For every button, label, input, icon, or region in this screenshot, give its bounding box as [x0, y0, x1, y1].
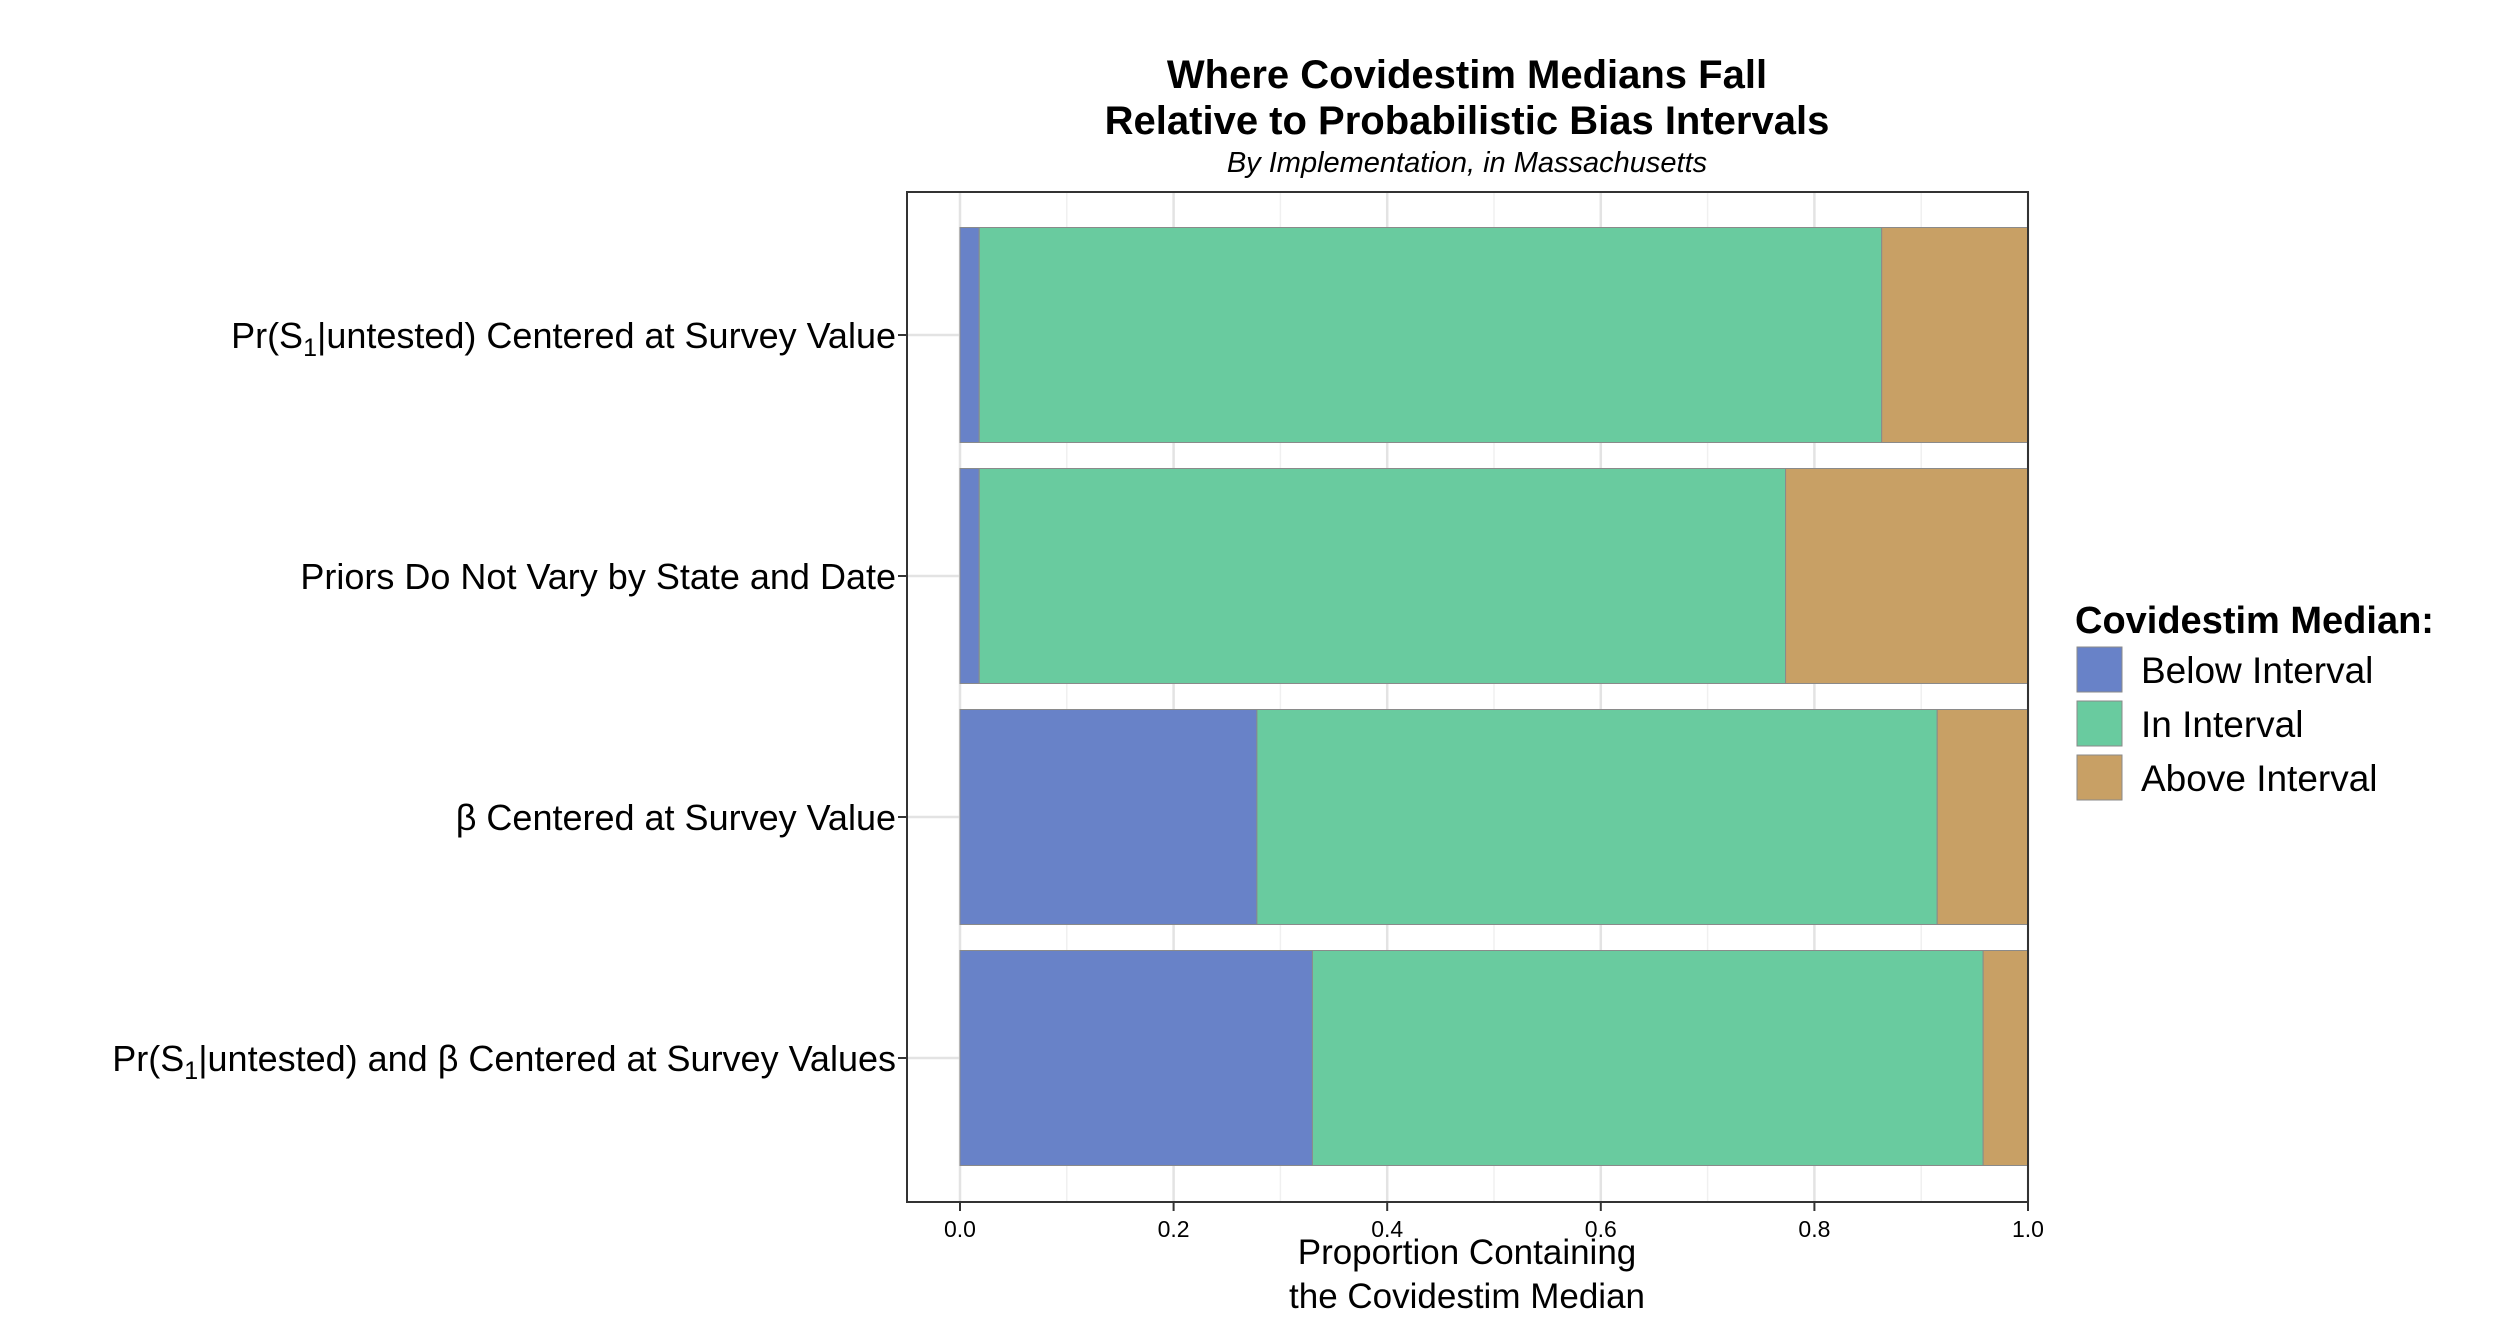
y-tick-label-3: β Centered at Survey Value	[456, 797, 896, 838]
y-tick-label-1: Pr(S1|untested) Centered at Survey Value	[231, 315, 896, 362]
x-axis-label-line-2: the Covidestim Median	[1289, 1277, 1645, 1316]
bar-above-interval-3	[1936, 709, 2029, 925]
legend-key-in-interval	[2076, 700, 2123, 747]
bar-in-interval-3	[1256, 709, 1938, 925]
legend-key-above-interval	[2076, 754, 2123, 801]
y-tick-label-2: Priors Do Not Vary by State and Date	[300, 556, 896, 597]
legend-label-in-interval: In Interval	[2141, 704, 2303, 745]
bar-in-interval-4	[1311, 950, 1984, 1166]
chart-titles: Where Covidestim Medians Fall Relative t…	[1105, 53, 1830, 179]
y-axis: Pr(S1|untested) Centered at Survey Value…	[112, 315, 907, 1085]
y-tick-label-4: Pr(S1|untested) and β Centered at Survey…	[112, 1038, 896, 1085]
x-tick-label-3: 0.4	[1371, 1216, 1403, 1242]
bar-below-interval-2	[959, 468, 980, 684]
bars-layer	[959, 227, 2029, 1166]
bar-above-interval-4	[1982, 950, 2029, 1166]
x-tick-label-2: 0.2	[1158, 1216, 1190, 1242]
legend-label-above-interval: Above Interval	[2141, 758, 2378, 799]
x-tick-label-1: 0.0	[944, 1216, 976, 1242]
bar-above-interval-2	[1785, 468, 2029, 684]
legend-key-below-interval	[2076, 646, 2123, 693]
x-tick-label-5: 0.8	[1798, 1216, 1830, 1242]
legend-title: Covidestim Median:	[2075, 600, 2434, 642]
bar-below-interval-3	[959, 709, 1258, 925]
chart-title-line-2: Relative to Probabilistic Bias Intervals	[1105, 99, 1830, 143]
panel-border	[906, 191, 2029, 1203]
bar-in-interval-1	[978, 227, 1883, 443]
bar-above-interval-1	[1881, 227, 2029, 443]
x-tick-label-4: 0.6	[1585, 1216, 1617, 1242]
chart-subtitle: By Implementation, in Massachusetts	[1227, 147, 1707, 179]
bar-below-interval-4	[959, 950, 1313, 1166]
chart-title-line-1: Where Covidestim Medians Fall	[1167, 53, 1767, 97]
legend-label-below-interval: Below Interval	[2141, 650, 2373, 691]
bar-below-interval-1	[959, 227, 980, 443]
bar-in-interval-2	[978, 468, 1787, 684]
x-axis: Proportion Containing the Covidestim Med…	[944, 1202, 2044, 1316]
x-tick-label-6: 1.0	[2012, 1216, 2044, 1242]
legend: Covidestim Median: Below Interval In Inte…	[2075, 600, 2434, 801]
x-axis-label-line-1: Proportion Containing	[1298, 1233, 1637, 1272]
